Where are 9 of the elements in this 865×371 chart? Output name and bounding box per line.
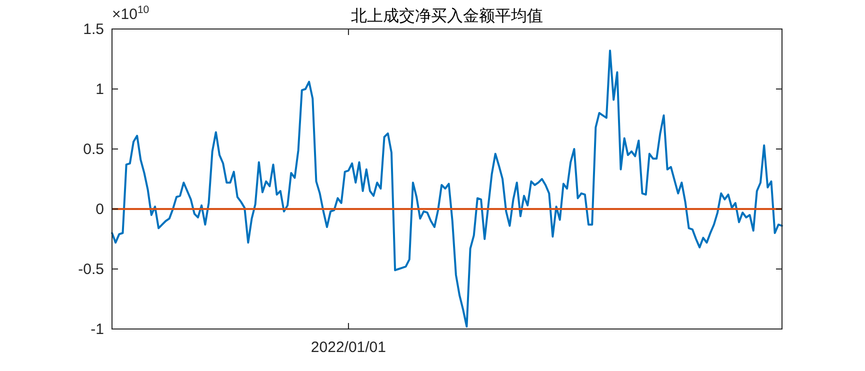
x-tick-label: 2022/01/01 <box>310 339 386 356</box>
y-tick-label: 0 <box>96 201 104 218</box>
chart-title: 北上成交净买入金额平均值 <box>351 7 543 25</box>
y-tick-label: 0.5 <box>83 141 104 158</box>
y-tick-label: 1.5 <box>83 21 104 38</box>
y-tick-label: -1 <box>90 321 104 338</box>
y-tick-label: 1 <box>96 81 104 98</box>
y-tick-label: -0.5 <box>78 261 104 278</box>
text: ×10$^{10}$ <box>112 4 150 23</box>
